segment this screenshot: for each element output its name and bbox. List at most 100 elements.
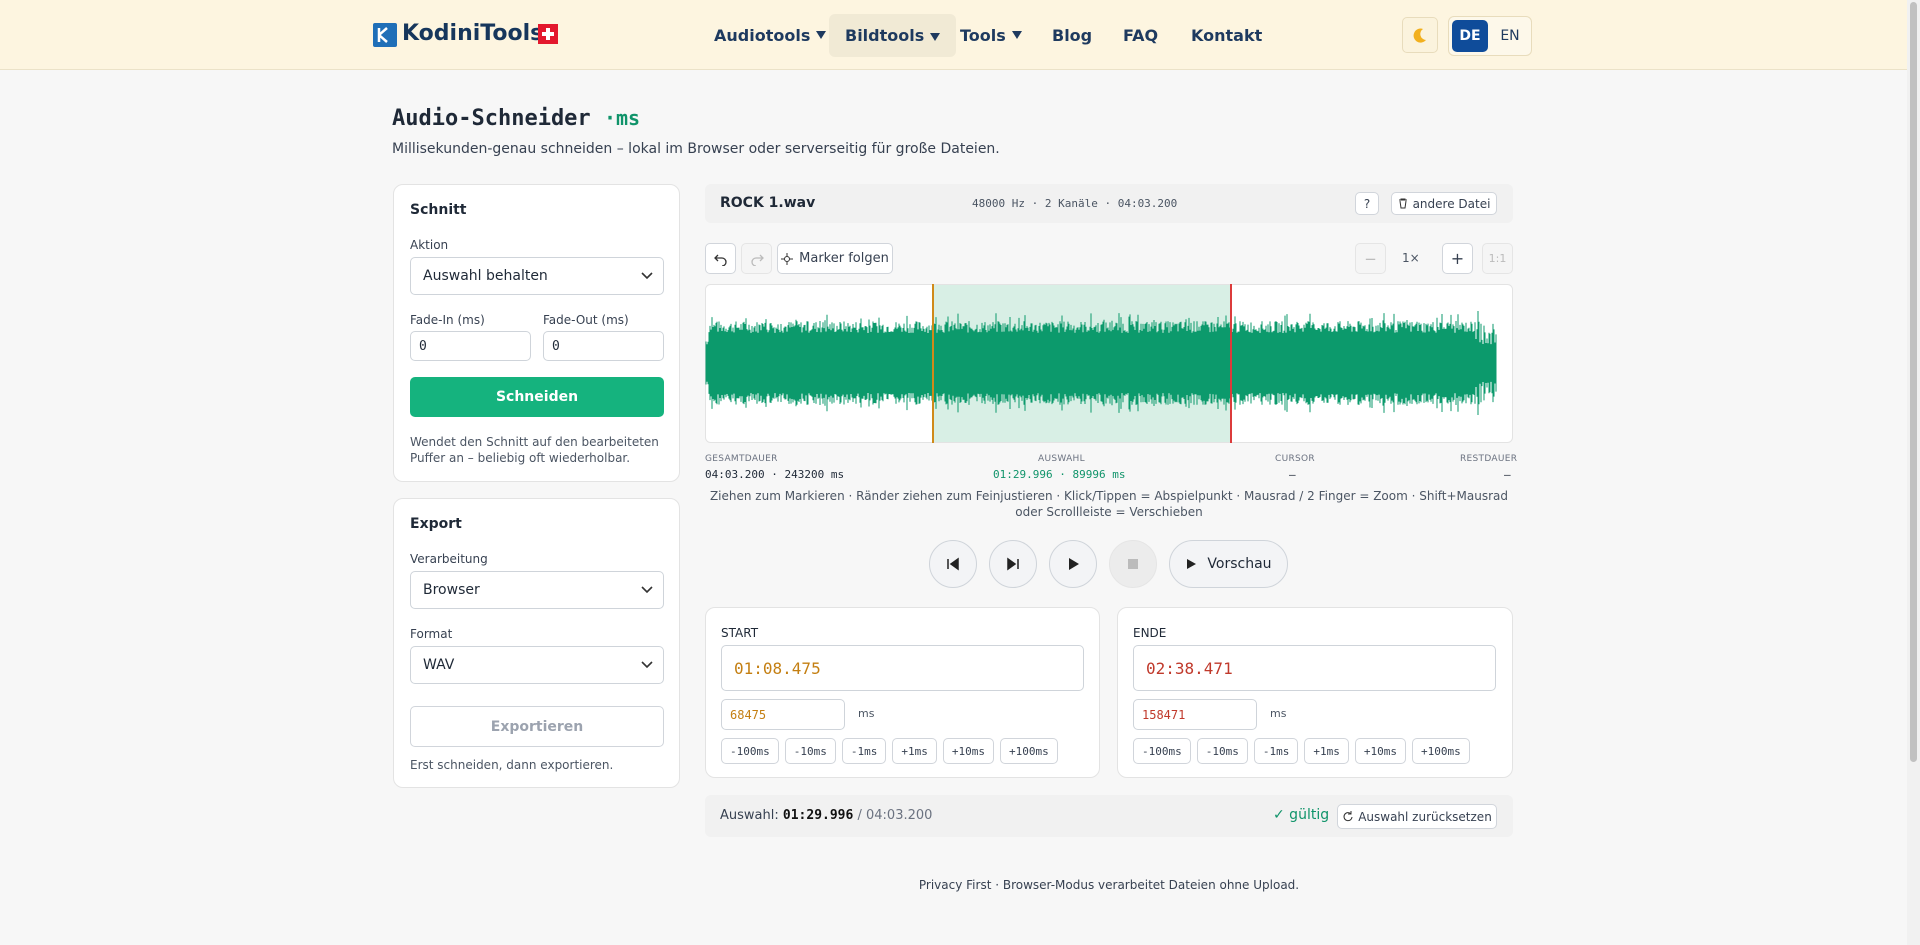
field-label: Fade-Out (ms)	[543, 313, 629, 327]
help-button[interactable]: ?	[1355, 192, 1379, 215]
valid-status: ✓ gültig	[1273, 807, 1330, 823]
export-panel: Export Verarbeitung Browser Format WAV E…	[393, 498, 680, 788]
stop-button[interactable]	[1109, 540, 1157, 588]
page-title: Audio-Schneider ·ms	[392, 106, 640, 131]
chevron	[641, 586, 653, 594]
button-label: Vorschau	[1207, 556, 1272, 572]
fade-in-input[interactable]: 0	[410, 331, 531, 361]
nav-item[interactable]: Audiotools	[714, 25, 811, 45]
theme-toggle[interactable]	[1402, 17, 1438, 53]
unit: ms	[858, 707, 875, 720]
zoom-level: 1×	[1402, 251, 1420, 265]
stat-label: CURSOR	[1275, 454, 1315, 464]
chevron	[641, 661, 653, 669]
dropdown-arrow	[1011, 31, 1022, 39]
file-bar: ROCK 1.wav 48000 Hz · 2 Kanäle · 04:03.2…	[705, 184, 1513, 223]
zoom-in-button[interactable]: +	[1442, 243, 1473, 274]
start-ms-input[interactable]: 68475	[721, 699, 845, 730]
step-button[interactable]: +10ms	[1354, 738, 1406, 764]
step-button[interactable]: +10ms	[942, 738, 994, 764]
action-select[interactable]: Auswahl behalten	[410, 257, 664, 295]
follow-marker-button[interactable]: Marker folgen	[777, 243, 893, 274]
skip-start-button[interactable]	[929, 540, 977, 588]
cut-button[interactable]: Schneiden	[410, 377, 664, 417]
button-label: Marker folgen	[799, 251, 889, 266]
nav-item[interactable]: Tools	[960, 25, 1006, 45]
end-time-input[interactable]: 02:38.471	[1133, 645, 1496, 691]
step-button[interactable]: -1ms	[841, 738, 887, 764]
field-label: Aktion	[410, 238, 449, 252]
processing-select[interactable]: Browser	[410, 571, 664, 609]
nav-item[interactable]: Kontakt	[1191, 25, 1263, 45]
field-label: Verarbeitung	[410, 552, 488, 566]
scrollbar[interactable]	[1907, 0, 1920, 945]
play-icon	[1187, 559, 1197, 569]
brand[interactable]: KodiniTools	[402, 21, 544, 46]
hint: Ziehen zum Markieren · Ränder ziehen zum…	[709, 489, 1509, 519]
format-select[interactable]: WAV	[410, 646, 664, 684]
step-button[interactable]: -100ms	[721, 738, 779, 764]
lang-de[interactable]: DE	[1452, 20, 1488, 52]
change-file-button[interactable]: andere Datei	[1391, 192, 1497, 215]
lang-en[interactable]: EN	[1500, 28, 1520, 44]
export-note: Erst schneiden, dann exportieren.	[410, 758, 614, 772]
reset-icon	[1343, 811, 1353, 822]
skip-end-button[interactable]	[989, 540, 1037, 588]
step-button[interactable]: -100ms	[1133, 738, 1191, 764]
step-button[interactable]: +100ms	[1412, 738, 1470, 764]
stat-label: AUSWAHL	[1038, 454, 1085, 464]
zoom-reset-button[interactable]: 1:1	[1482, 243, 1513, 274]
play-icon	[1069, 558, 1079, 570]
nav-item[interactable]: Bildtools	[829, 13, 957, 57]
step-button[interactable]: -10ms	[784, 738, 836, 764]
select-value: Browser	[423, 582, 480, 598]
waveform[interactable]	[705, 284, 1513, 443]
redo-button[interactable]	[741, 243, 772, 274]
moon-icon	[1413, 28, 1426, 43]
start-panel: START 01:08.475 68475 ms -100ms -10ms -1ms…	[705, 607, 1100, 778]
stat-label: RESTDAUER	[1460, 454, 1518, 464]
file-name: ROCK 1.wav	[720, 195, 816, 211]
selection-bar: Auswahl: 01:29.996 / 04:03.200 ✓ gültig …	[705, 795, 1513, 837]
export-button[interactable]: Exportieren	[410, 706, 664, 747]
footer: Privacy First · Browser-Modus verarbeite…	[918, 878, 1300, 892]
play-button[interactable]	[1049, 540, 1097, 588]
button-label: andere Datei	[1412, 196, 1491, 211]
panel-label: START	[721, 626, 759, 640]
step-button[interactable]: +1ms	[1304, 738, 1349, 764]
preview-button[interactable]: Vorschau	[1169, 540, 1288, 588]
reset-selection-button[interactable]: Auswahl zurücksetzen	[1337, 804, 1497, 829]
scrollbar-thumb[interactable]	[1910, 2, 1917, 762]
step-button[interactable]: -10ms	[1196, 738, 1248, 764]
step-button[interactable]: -1ms	[1253, 738, 1299, 764]
zoom-out-button[interactable]: −	[1355, 243, 1386, 274]
stat-value: –	[1289, 468, 1296, 481]
trash-icon	[1398, 198, 1407, 209]
logo-icon	[373, 23, 397, 47]
step-buttons: -100ms -10ms -1ms +1ms +10ms +100ms	[721, 738, 1058, 764]
subtitle: Millisekunden-genau schneiden – lokal im…	[392, 141, 1000, 157]
undo-button[interactable]	[705, 243, 736, 274]
chevron	[641, 272, 653, 280]
fade-out-input[interactable]: 0	[543, 331, 664, 361]
stat-label: GESAMTDAUER	[705, 454, 778, 464]
end-ms-input[interactable]: 158471	[1133, 699, 1257, 730]
selection-total: / 04:03.200	[857, 808, 933, 823]
swiss-flag	[538, 24, 558, 44]
file-info: 48000 Hz · 2 Kanäle · 04:03.200	[972, 197, 1178, 210]
start-time-input[interactable]: 01:08.475	[721, 645, 1084, 691]
end-panel: ENDE 02:38.471 158471 ms -100ms -10ms -1ms…	[1117, 607, 1513, 778]
select-value: Auswahl behalten	[423, 268, 548, 284]
stat-value: 01:29.996 · 89996 ms	[993, 468, 1126, 481]
stop-icon	[1128, 559, 1138, 569]
redo-icon	[750, 254, 764, 266]
step-button[interactable]: +1ms	[892, 738, 937, 764]
nav-item[interactable]: Blog	[1052, 25, 1093, 45]
nav-item[interactable]: FAQ	[1123, 25, 1159, 45]
stat-value: 04:03.200 · 243200 ms	[705, 468, 845, 481]
cut-panel: Schnitt Aktion Auswahl behalten Fade-In …	[393, 184, 680, 482]
stat-value: –	[1504, 468, 1511, 481]
cut-note: Wendet den Schnitt auf den bearbeiteten …	[410, 435, 659, 465]
step-button[interactable]: +100ms	[1000, 738, 1058, 764]
